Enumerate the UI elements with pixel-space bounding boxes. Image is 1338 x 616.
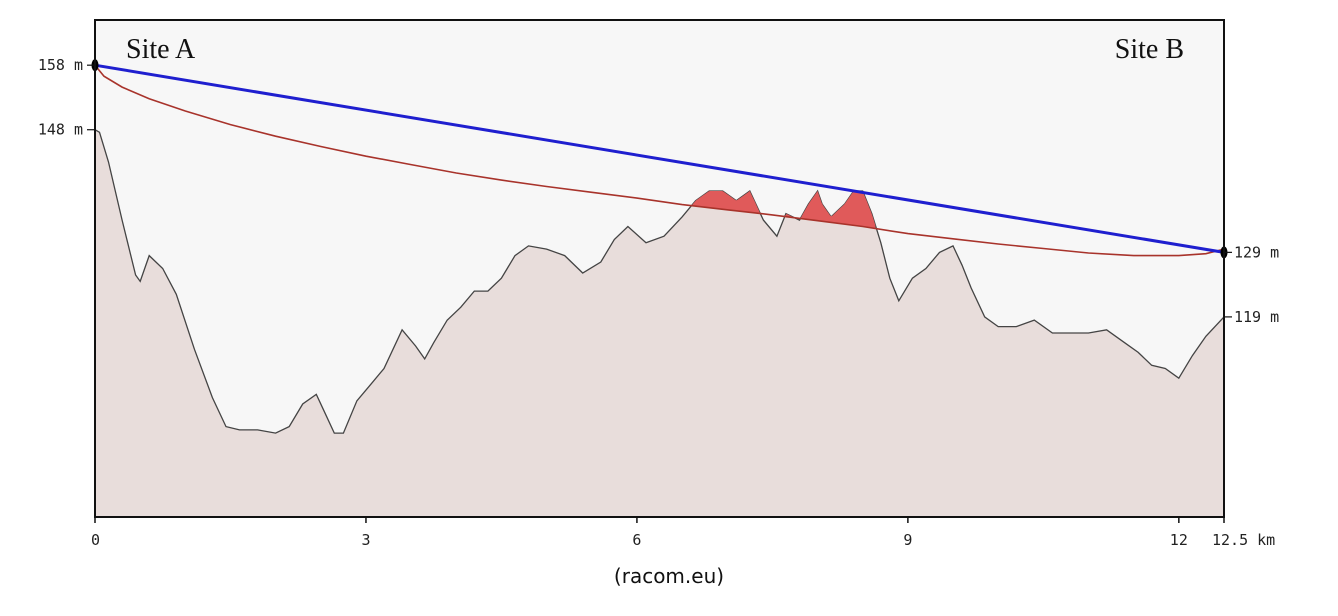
tick-layer: 0 3 6 9 12 12.5 km 158 m 148 m 129 m 119 m	[38, 56, 1279, 549]
terrain-layer	[94, 129, 1225, 517]
x-tick-label: 12	[1170, 531, 1188, 549]
right-tick-label: 119 m	[1234, 308, 1279, 326]
obstruction-layer	[692, 191, 876, 229]
fresnel-curve	[94, 64, 1225, 257]
plot-frame	[94, 19, 1225, 518]
x-tick-label: 3	[361, 531, 370, 549]
terrain-area	[95, 129, 1224, 517]
site-b-label: Site B	[1115, 34, 1184, 65]
terrain-line	[94, 129, 1225, 434]
left-tick-label: 148 m	[38, 121, 83, 139]
site-a-label: Site A	[126, 34, 196, 65]
line-of-sight	[94, 63, 1225, 254]
x-tick-label: 0	[91, 531, 100, 549]
x-tick-label: 12.5 km	[1212, 531, 1275, 549]
fresnel-obstruction	[692, 191, 760, 214]
left-tick-label: 158 m	[38, 56, 83, 74]
right-tick-label: 129 m	[1234, 243, 1279, 261]
fresnel-layer	[94, 64, 1225, 257]
x-tick-label: 9	[903, 531, 912, 549]
fresnel-obstruction	[800, 191, 876, 229]
x-tick-label: 6	[632, 531, 641, 549]
source-credit: (racom.eu)	[613, 564, 725, 588]
